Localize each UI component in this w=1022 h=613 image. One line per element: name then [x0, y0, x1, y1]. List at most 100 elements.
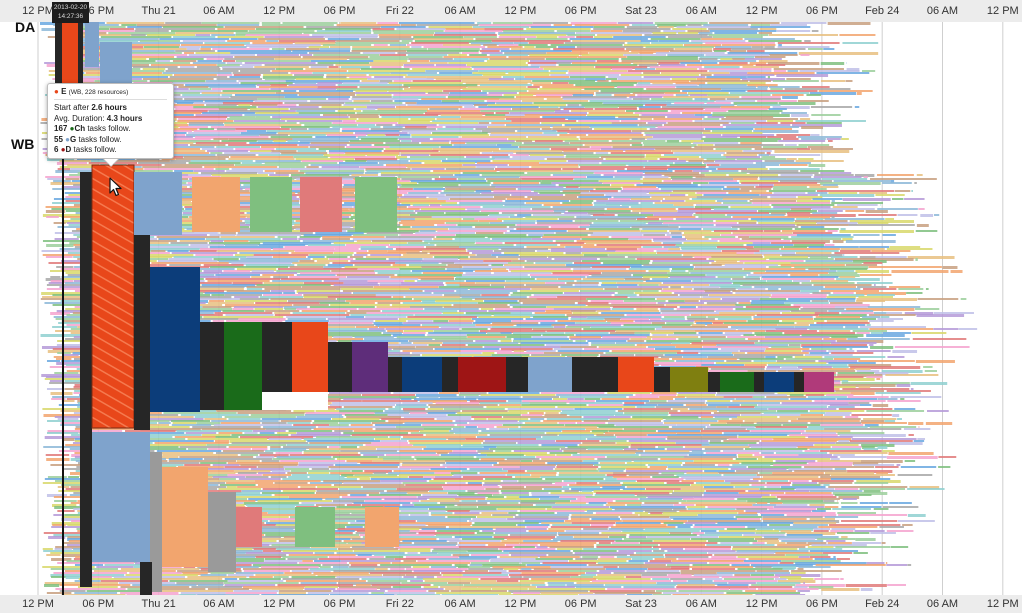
task-bar[interactable] [250, 150, 272, 152]
task-bar[interactable] [462, 476, 513, 478]
task-bar[interactable] [298, 238, 320, 240]
task-bar[interactable] [704, 532, 755, 534]
task-bar[interactable] [711, 238, 740, 240]
task-bar[interactable] [401, 282, 443, 285]
task-bar[interactable] [337, 340, 352, 343]
task-bar[interactable] [692, 142, 739, 144]
task-bar[interactable] [517, 442, 581, 444]
task-bar[interactable] [332, 126, 381, 128]
task-bar[interactable] [337, 110, 362, 112]
task-bar[interactable] [546, 52, 589, 55]
task-bar[interactable] [316, 30, 372, 32]
task-bar[interactable] [338, 208, 349, 211]
task-bar[interactable] [739, 180, 779, 183]
task-bar[interactable] [631, 138, 645, 140]
task-bar[interactable] [252, 564, 321, 567]
task-bar[interactable] [754, 332, 783, 335]
task-bar[interactable] [738, 222, 757, 224]
task-bar[interactable] [317, 82, 343, 84]
task-bar[interactable] [658, 62, 680, 65]
task-bar[interactable] [400, 438, 447, 440]
task-bar[interactable] [563, 98, 632, 100]
task-bar[interactable] [316, 212, 373, 214]
task-bar[interactable] [487, 94, 503, 97]
task-bar[interactable] [301, 286, 374, 288]
task-bar[interactable] [718, 536, 762, 538]
task-bar[interactable] [319, 198, 390, 201]
task-bar[interactable] [781, 560, 841, 563]
task-bar[interactable] [693, 460, 773, 463]
task-bar[interactable] [668, 412, 712, 414]
task-bar[interactable] [448, 62, 526, 64]
task-bar[interactable] [383, 332, 402, 335]
task-bar[interactable] [487, 180, 542, 182]
task-bar[interactable] [766, 366, 781, 369]
task-bar[interactable] [587, 114, 640, 117]
task-bar[interactable] [622, 30, 661, 33]
task-bar[interactable] [869, 320, 894, 322]
task-bar[interactable] [439, 150, 493, 152]
task-bar[interactable] [351, 434, 424, 436]
task-bar[interactable] [577, 56, 627, 58]
task-bar[interactable] [615, 342, 672, 344]
task-bar[interactable] [444, 294, 481, 297]
task-bar[interactable] [831, 336, 858, 338]
task-bar[interactable] [798, 556, 810, 558]
task-bar[interactable] [737, 416, 778, 418]
task-bar[interactable] [330, 468, 411, 470]
task-bar[interactable] [795, 120, 866, 122]
task-bar[interactable] [738, 436, 806, 439]
task-bar[interactable] [810, 556, 831, 558]
task-bar[interactable] [357, 268, 400, 270]
task-bar[interactable] [200, 172, 258, 175]
task-bar[interactable] [571, 514, 639, 516]
task-bar[interactable] [240, 464, 298, 466]
task-bar[interactable] [395, 522, 472, 525]
task-bar[interactable] [829, 524, 901, 526]
task-bar[interactable] [344, 414, 388, 416]
task-bar[interactable] [457, 178, 485, 181]
task-bar[interactable] [670, 176, 693, 179]
task-bar[interactable] [202, 306, 232, 308]
task-bar[interactable] [385, 236, 435, 238]
task-bar[interactable] [636, 308, 658, 311]
task-bar[interactable] [151, 250, 166, 252]
task-bar[interactable] [706, 164, 720, 166]
task-bar[interactable] [437, 224, 457, 226]
task-bar[interactable] [302, 560, 313, 562]
task-bar[interactable] [365, 256, 433, 258]
task-bar[interactable] [401, 202, 457, 205]
task-bar[interactable] [722, 198, 751, 200]
task-bar[interactable] [303, 296, 328, 298]
task-bar[interactable] [392, 334, 425, 337]
task-bar[interactable] [823, 500, 835, 503]
task-bar[interactable] [212, 48, 270, 50]
task-bar[interactable] [351, 340, 409, 342]
task-bar[interactable] [532, 460, 583, 462]
task-bar[interactable] [279, 166, 305, 168]
task-bar[interactable] [444, 30, 503, 32]
task-bar[interactable] [289, 108, 354, 110]
task-bar[interactable] [600, 148, 655, 151]
task-bar[interactable] [640, 40, 659, 42]
task-bar[interactable] [835, 546, 891, 548]
task-bar[interactable] [608, 254, 682, 256]
task-bar[interactable] [572, 454, 639, 456]
task-bar[interactable] [526, 470, 599, 472]
task-bar[interactable] [627, 56, 698, 58]
task-bar[interactable] [618, 106, 637, 109]
task-bar[interactable] [481, 130, 515, 133]
task-bar[interactable] [425, 70, 479, 72]
task-bar[interactable] [780, 498, 840, 500]
task-bar[interactable] [41, 346, 101, 349]
task-bar[interactable] [611, 542, 639, 544]
task-bar[interactable] [570, 310, 596, 312]
task-bar[interactable] [729, 72, 748, 74]
task-bar[interactable] [552, 82, 569, 84]
task-bar[interactable] [467, 482, 482, 485]
task-bar[interactable] [738, 302, 751, 304]
task-bar[interactable] [293, 156, 328, 158]
task-bar[interactable] [567, 446, 629, 449]
task-bar[interactable] [224, 240, 249, 242]
task-bar[interactable] [709, 440, 721, 443]
